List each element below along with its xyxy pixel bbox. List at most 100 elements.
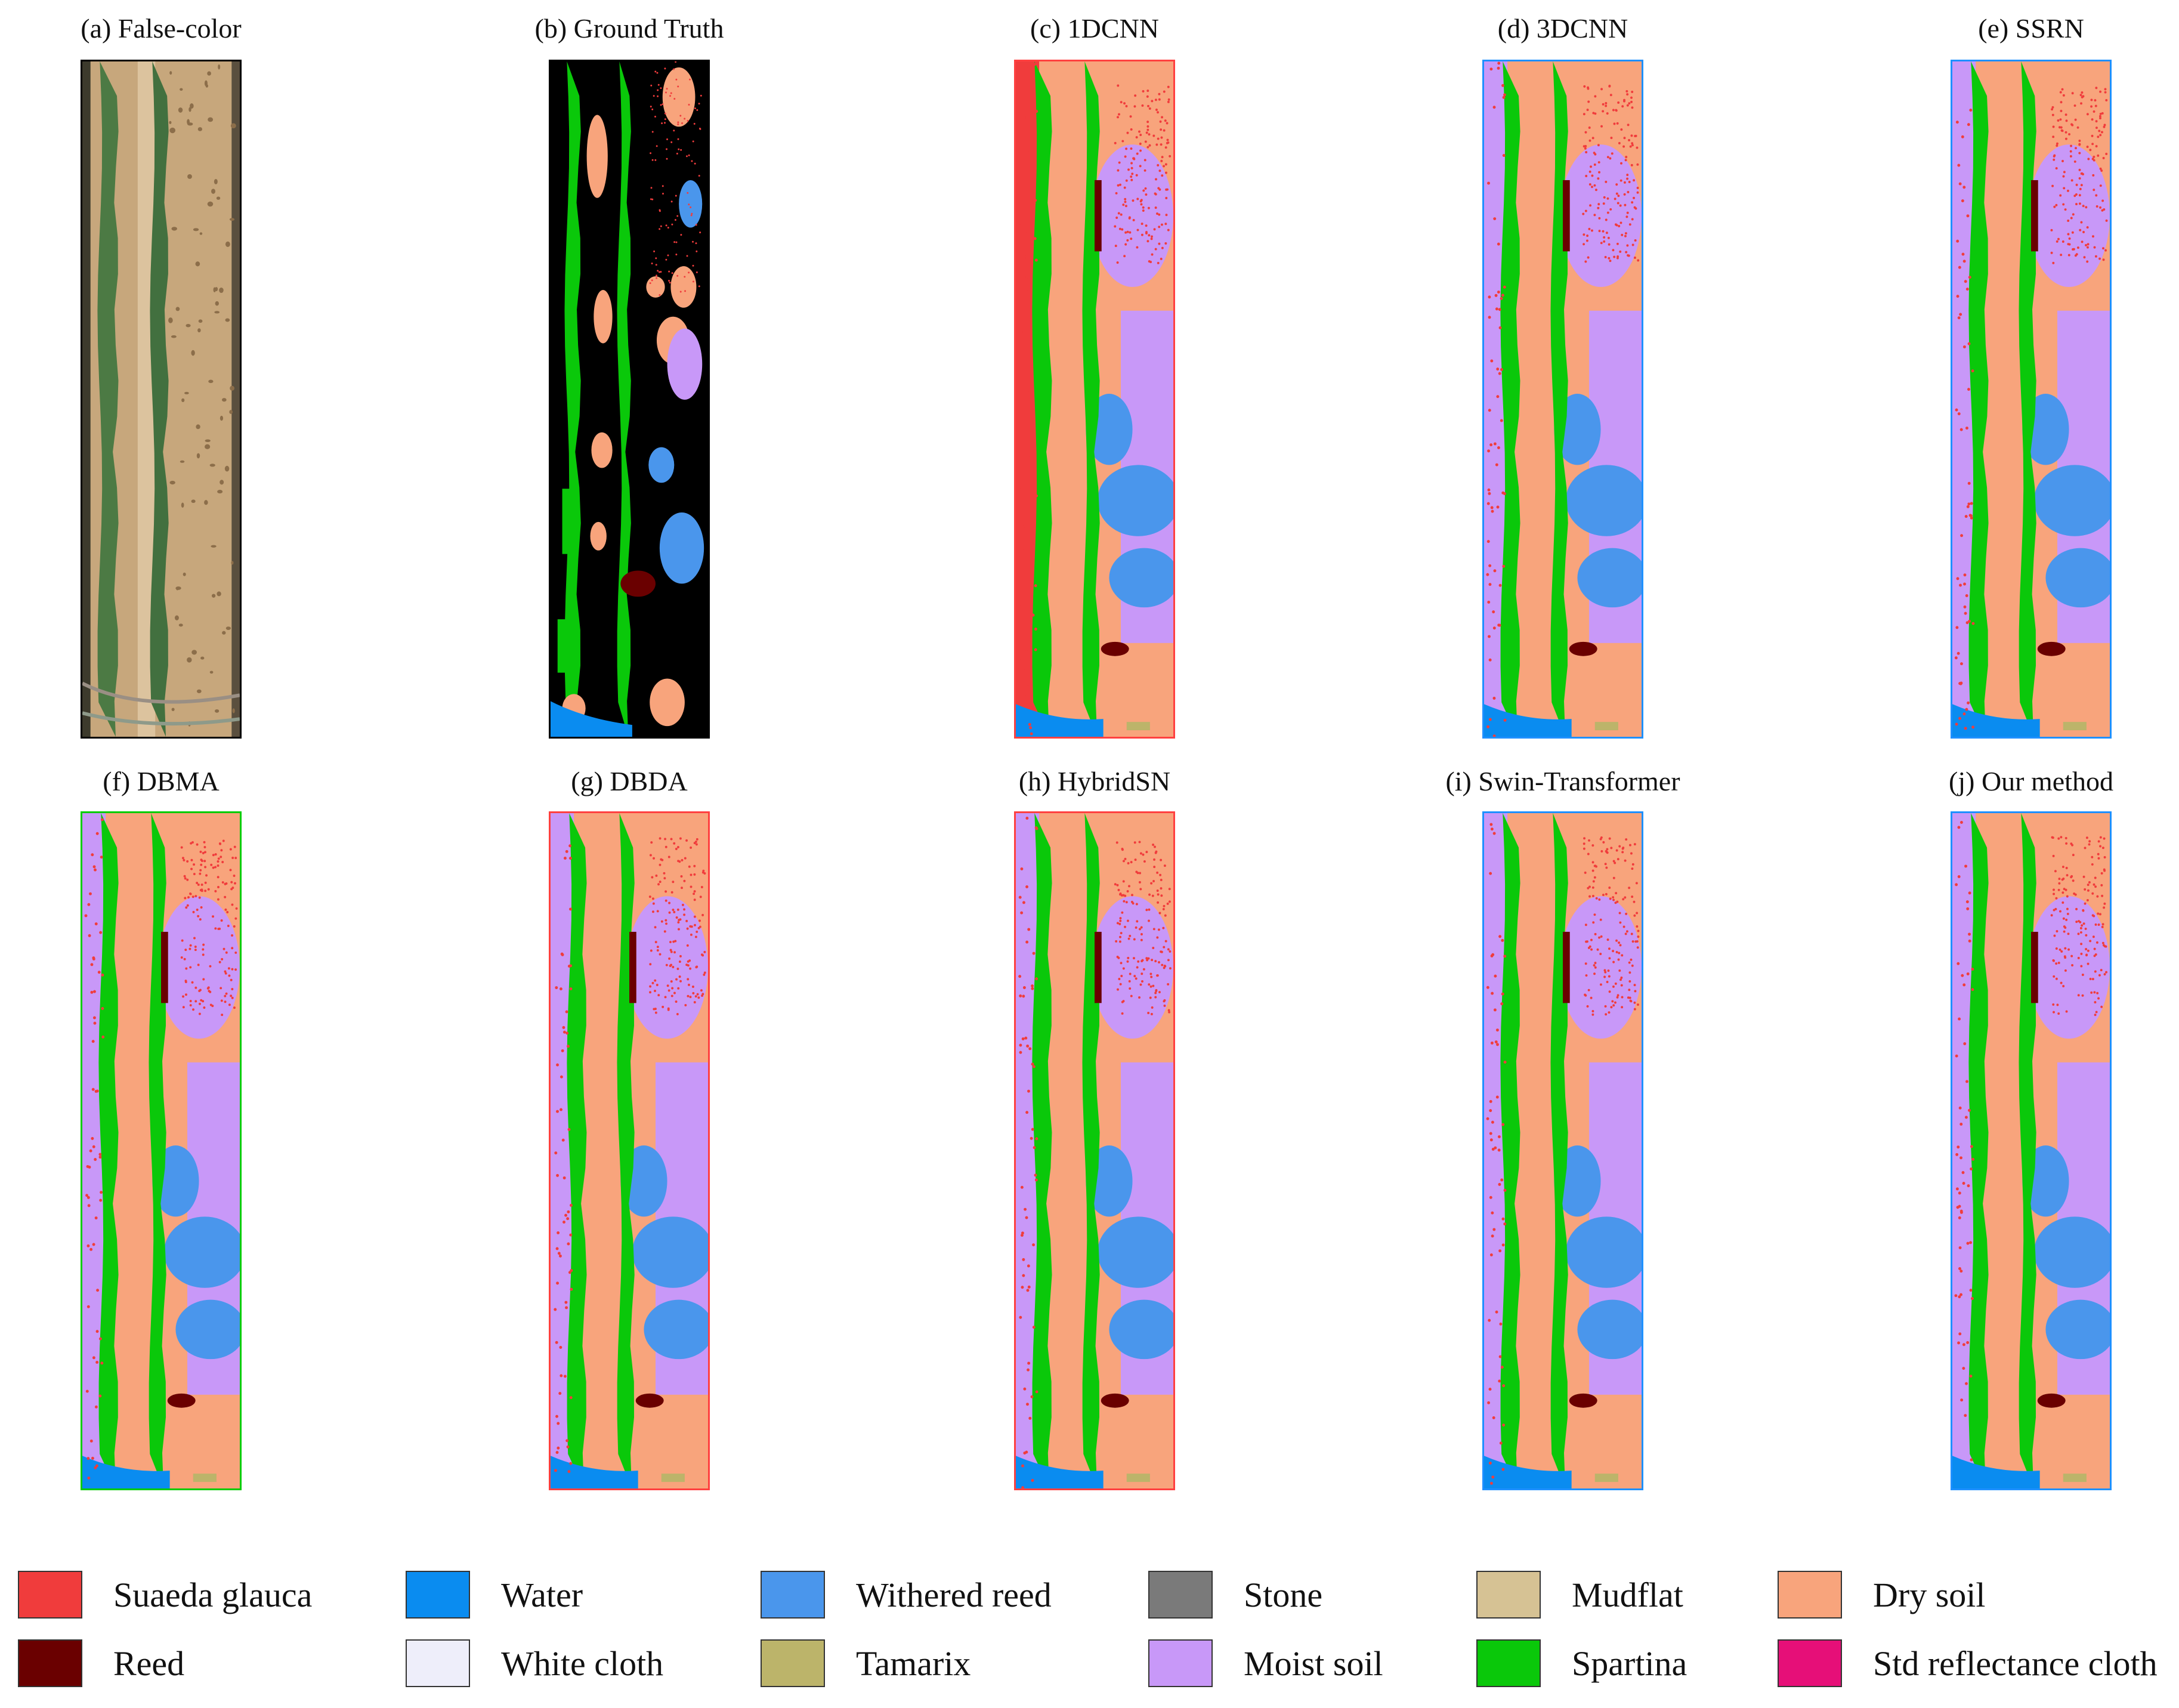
suaeda-speck: [1161, 246, 1164, 249]
suaeda-speck: [698, 925, 701, 928]
suaeda-speck: [1502, 154, 1506, 157]
suaeda-speck: [689, 967, 692, 970]
suaeda-speck: [1120, 975, 1123, 978]
suaeda-speck: [2101, 925, 2104, 928]
soil-speck: [169, 480, 175, 485]
suaeda-speck: [1132, 199, 1135, 202]
suaeda-speck: [1584, 131, 1587, 134]
suaeda-speck: [227, 925, 230, 927]
suaeda-speck: [231, 887, 234, 889]
suaeda-speck: [653, 857, 655, 860]
suaeda-speck: [92, 1145, 95, 1148]
suaeda-speck: [202, 953, 205, 956]
suaeda-speck: [1612, 876, 1615, 879]
suaeda-speck: [1606, 980, 1609, 983]
suaeda-speck: [182, 995, 184, 998]
suaeda-speck: [2082, 922, 2085, 925]
suaeda-speck: [1584, 209, 1587, 212]
suaeda-speck: [1145, 224, 1148, 227]
suaeda-speck: [2102, 944, 2105, 947]
suaeda-speck: [180, 956, 183, 959]
suaeda-speck: [1030, 612, 1034, 616]
suaeda-speck: [1486, 502, 1490, 505]
suaeda-speck: [1146, 89, 1149, 92]
suaeda-speck: [664, 899, 667, 902]
suaeda-speck: [1022, 986, 1026, 989]
suaeda-speck: [659, 209, 661, 211]
suaeda-speck: [2075, 921, 2078, 924]
spartina-patch: [557, 619, 566, 673]
suaeda-speck: [2099, 206, 2102, 209]
suaeda-speck: [1138, 881, 1141, 884]
suaeda-speck: [1125, 205, 1127, 208]
suaeda-speck: [694, 924, 696, 926]
soil-speck: [222, 631, 226, 635]
moist-soil-patch: [667, 328, 703, 400]
suaeda-speck: [1965, 427, 1968, 430]
suaeda-speck: [194, 1000, 197, 1003]
suaeda-speck: [1151, 894, 1154, 897]
suaeda-speck: [1155, 989, 1158, 992]
spartina-strip-left: [1968, 813, 1989, 1488]
suaeda-speck: [1967, 1184, 1970, 1188]
suaeda-speck: [196, 843, 199, 846]
suaeda-speck: [1635, 882, 1638, 885]
spartina-strip-left: [98, 813, 119, 1488]
suaeda-speck: [1583, 837, 1586, 840]
suaeda-speck: [192, 1008, 194, 1011]
suaeda-speck: [2093, 155, 2095, 158]
suaeda-speck: [662, 185, 664, 187]
suaeda-speck: [98, 1153, 102, 1156]
suaeda-speck: [678, 928, 680, 931]
suaeda-speck: [1136, 197, 1139, 200]
suaeda-speck: [555, 1451, 559, 1454]
suaeda-speck: [555, 986, 558, 990]
suaeda-speck: [670, 980, 673, 983]
suaeda-speck: [231, 988, 234, 991]
suaeda-speck: [698, 175, 700, 177]
suaeda-speck: [230, 994, 233, 997]
suaeda-speck: [1497, 291, 1500, 294]
suaeda-speck: [2060, 101, 2063, 104]
suaeda-speck: [1619, 221, 1622, 224]
suaeda-speck: [1591, 894, 1594, 897]
suaeda-speck: [1954, 1294, 1958, 1298]
suaeda-speck: [665, 922, 667, 925]
suaeda-speck: [677, 138, 679, 140]
suaeda-speck: [1617, 958, 1620, 961]
suaeda-speck: [2057, 237, 2060, 240]
suaeda-speck: [557, 1422, 560, 1425]
suaeda-speck: [670, 891, 673, 894]
reed-patch: [1101, 641, 1129, 656]
suaeda-speck: [1621, 996, 1624, 999]
suaeda-speck: [2064, 131, 2067, 134]
suaeda-speck: [1614, 861, 1617, 864]
suaeda-speck: [1028, 391, 1031, 394]
suaeda-speck: [1154, 845, 1156, 848]
suaeda-speck: [1608, 85, 1611, 88]
suaeda-speck: [1139, 888, 1142, 891]
suaeda-speck: [1966, 972, 1970, 975]
suaeda-speck: [189, 892, 191, 895]
suaeda-speck: [1608, 990, 1611, 993]
suaeda-speck: [669, 941, 672, 944]
suaeda-speck: [1023, 255, 1027, 258]
suaeda-speck: [557, 1446, 560, 1450]
soil-speck: [232, 708, 235, 714]
suaeda-speck: [1971, 725, 1975, 729]
suaeda-speck: [183, 958, 186, 960]
suaeda-speck: [560, 1075, 563, 1079]
suaeda-speck: [700, 953, 703, 956]
suaeda-speck: [1501, 491, 1505, 495]
suaeda-speck: [1139, 165, 1142, 168]
suaeda-speck: [1606, 848, 1609, 851]
suaeda-speck: [2095, 941, 2098, 944]
suaeda-speck: [1024, 1036, 1028, 1040]
suaeda-speck: [1488, 295, 1491, 299]
suaeda-speck: [1121, 228, 1124, 231]
suaeda-speck: [1585, 974, 1588, 977]
suaeda-speck: [2067, 932, 2070, 935]
suaeda-speck: [674, 940, 677, 943]
legend-label: Mudflat: [1572, 1576, 1683, 1614]
suaeda-speck: [2093, 915, 2095, 918]
